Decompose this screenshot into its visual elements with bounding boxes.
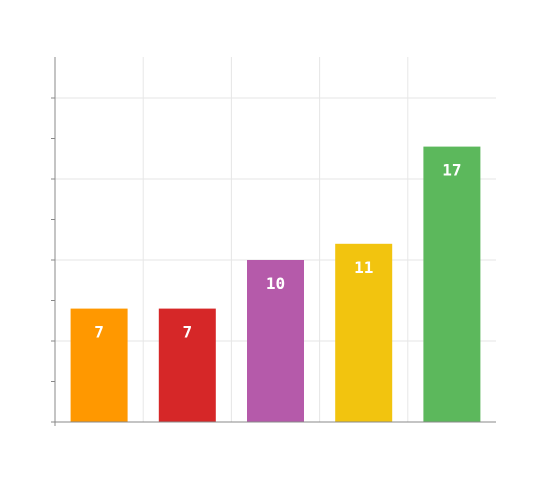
bars xyxy=(70,146,481,422)
axes xyxy=(51,57,496,426)
bar-value-label: 10 xyxy=(266,274,285,293)
bar-value-label: 7 xyxy=(182,323,192,342)
bar xyxy=(158,308,216,422)
bar xyxy=(423,146,481,422)
bar-value-label: 7 xyxy=(94,323,104,342)
bar xyxy=(247,260,304,422)
bar-value-label: 17 xyxy=(442,161,461,180)
bar-value-label: 11 xyxy=(354,258,373,277)
data-labels: 7 7 10 11 17 xyxy=(94,161,461,342)
bar xyxy=(70,308,128,422)
bar xyxy=(335,243,393,422)
